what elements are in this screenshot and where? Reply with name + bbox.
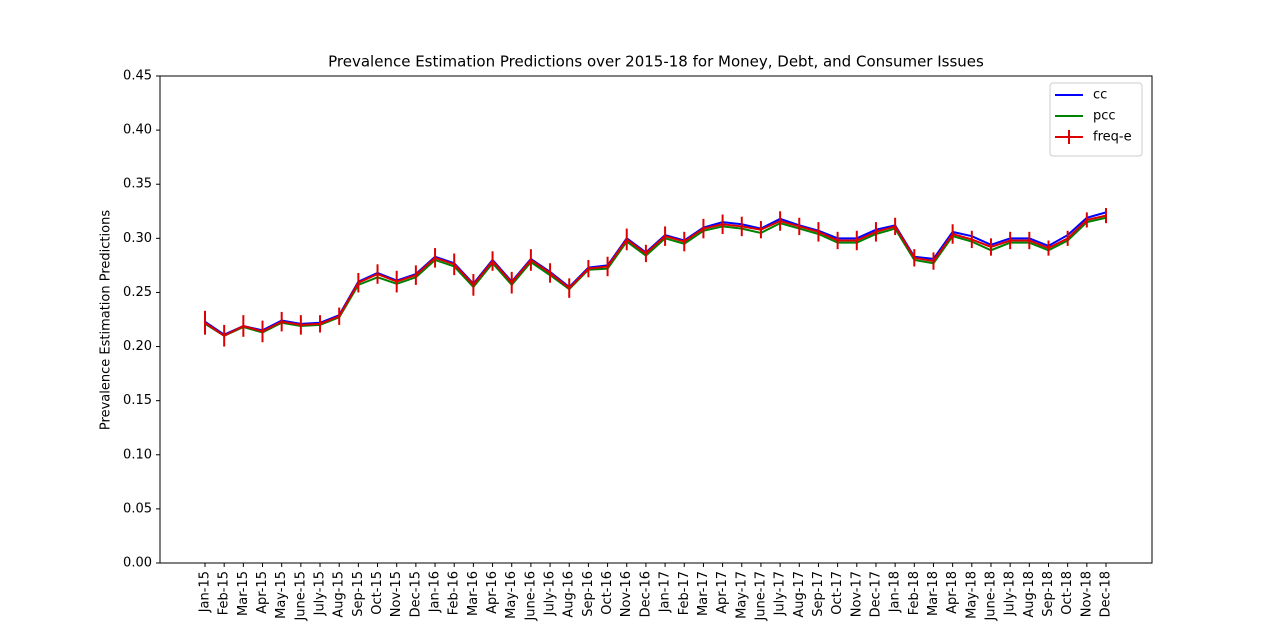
x-tick-label: Feb-18 [907, 571, 922, 615]
x-tick-label: Jan-15 [198, 571, 213, 613]
x-tick-label: Mar-15 [236, 571, 251, 616]
x-tick-label: Nov-15 [389, 571, 404, 617]
x-tick-label: June-15 [293, 571, 308, 622]
plot-frame [159, 75, 1153, 564]
y-tick-label: 0.30 [123, 231, 152, 246]
x-tick-label: June-18 [983, 571, 998, 622]
x-tick-label: Apr-18 [945, 571, 960, 614]
x-tick-label: July-18 [1003, 571, 1018, 616]
legend-label: freq-e [1093, 130, 1132, 145]
y-tick-label: 0.25 [123, 285, 152, 300]
y-tick-label: 0.00 [123, 556, 152, 571]
x-tick-label: Sep-15 [351, 571, 366, 617]
y-tick-label: 0.40 [123, 123, 152, 138]
x-tick-label: Aug-16 [562, 571, 577, 618]
x-tick-label: Oct-18 [1060, 571, 1075, 615]
x-tick-label: Mar-18 [926, 571, 941, 616]
x-tick-label: Nov-18 [1079, 571, 1094, 617]
x-tick-label: June-16 [523, 571, 538, 622]
x-tick-label: Dec-16 [638, 571, 653, 617]
x-tick-label: Nov-17 [849, 571, 864, 617]
y-tick-label: 0.15 [123, 393, 152, 408]
x-tick-label: Mar-16 [466, 571, 481, 616]
x-tick-label: Dec-18 [1099, 571, 1114, 617]
y-tick-label: 0.05 [123, 501, 152, 516]
x-tick-label: May-18 [964, 571, 979, 619]
x-tick-label: Apr-16 [485, 571, 500, 614]
x-tick-label: Sep-16 [581, 571, 596, 617]
x-tick-label: Oct-15 [370, 571, 385, 615]
x-tick-label: May-15 [274, 571, 289, 619]
y-tick-label: 0.20 [123, 339, 152, 354]
x-tick-label: Dec-17 [868, 571, 883, 617]
x-tick-label: May-16 [504, 571, 519, 619]
x-tick-label: July-15 [313, 571, 328, 616]
y-axis-label: Prevalence Estimation Predictions [99, 210, 114, 430]
x-tick-label: Dec-15 [408, 571, 423, 617]
x-tick-label: Apr-17 [715, 571, 730, 614]
x-tick-label: Apr-15 [255, 571, 270, 614]
x-tick-label: June-17 [753, 571, 768, 622]
chart-title: Prevalence Estimation Predictions over 2… [328, 53, 984, 71]
x-tick-label: Mar-17 [696, 571, 711, 616]
x-tick-label: Sep-18 [1041, 571, 1056, 617]
x-tick-label: Feb-15 [217, 571, 232, 615]
y-tick-label: 0.45 [123, 69, 152, 84]
x-tick-label: Aug-15 [332, 571, 347, 618]
series-line [204, 214, 1107, 337]
x-tick-label: Aug-18 [1022, 571, 1037, 618]
x-tick-label: Feb-17 [677, 571, 692, 615]
x-tick-label: Aug-17 [792, 571, 807, 618]
x-tick-label: Jan-16 [428, 571, 443, 613]
x-tick-label: Jan-18 [888, 571, 903, 613]
legend-label: pcc [1093, 109, 1116, 124]
y-tick-label: 0.35 [123, 177, 152, 192]
x-tick-label: July-16 [543, 571, 558, 616]
x-tick-label: July-17 [773, 571, 788, 616]
x-tick-label: Sep-17 [811, 571, 826, 617]
x-tick-label: Jan-17 [658, 571, 673, 613]
legend-label: cc [1093, 88, 1107, 103]
x-tick-label: Nov-16 [619, 571, 634, 617]
y-tick-label: 0.10 [123, 447, 152, 462]
x-tick-label: May-17 [734, 571, 749, 619]
x-tick-label: Oct-16 [600, 571, 615, 615]
x-tick-label: Feb-16 [447, 571, 462, 615]
x-tick-label: Oct-17 [830, 571, 845, 615]
